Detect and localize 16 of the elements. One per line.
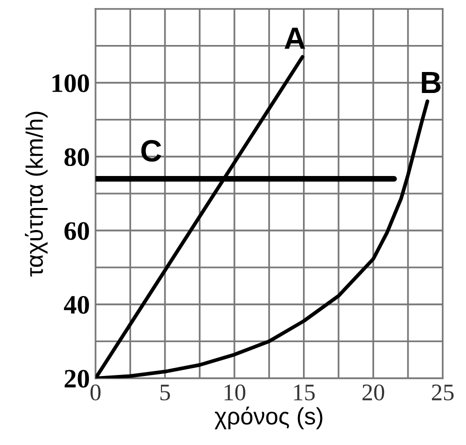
x-axis-title: χρόνος (s) <box>214 406 322 430</box>
x-tick-label: 0 <box>90 384 101 400</box>
y-tick-label: 40 <box>64 296 89 314</box>
x-tick-label: 25 <box>432 384 454 400</box>
series-label: B <box>422 72 441 94</box>
y-tick-label: 100 <box>52 74 89 92</box>
x-tick-label: 15 <box>294 384 315 400</box>
series-label: A <box>284 28 306 49</box>
y-tick-label: 20 <box>64 370 89 388</box>
y-tick-label: 60 <box>64 222 89 240</box>
series-label: C <box>141 140 162 162</box>
x-tick-label: 20 <box>362 384 384 400</box>
x-tick-label: 10 <box>224 384 246 400</box>
x-tick-label: 5 <box>160 384 170 400</box>
y-tick-label: 80 <box>64 148 89 166</box>
y-axis-title: ταχύτητα (km/h) <box>24 112 48 276</box>
